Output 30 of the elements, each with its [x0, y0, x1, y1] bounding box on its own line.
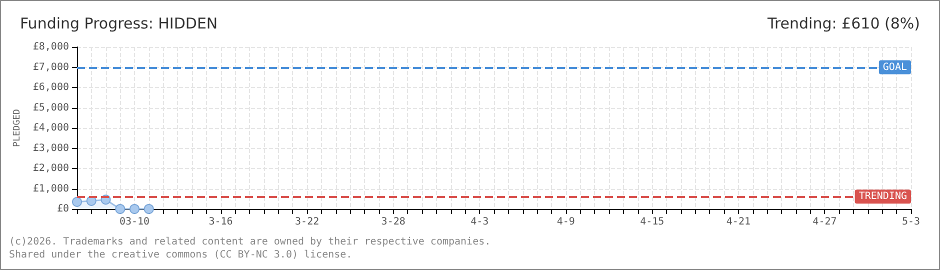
y-tick-label: £7,000 — [32, 62, 69, 73]
y-tick-label: £1,000 — [32, 183, 69, 194]
y-tick-label: £5,000 — [32, 102, 69, 114]
point — [130, 204, 140, 214]
text: Shared under the creative commons (CC BY-NC 3.0) license. — [9, 250, 352, 260]
point — [144, 204, 154, 214]
ref-line-label: GOAL — [882, 62, 907, 73]
point — [72, 196, 82, 207]
y-axis-title: PLEDGED — [12, 109, 22, 147]
x-tick-label: 3-28 — [381, 216, 406, 228]
y-tick-label: £0 — [56, 204, 69, 214]
y-tick-label: £2,000 — [32, 163, 69, 174]
x-tick-label: 03-10 — [119, 216, 150, 228]
text: (c)2026. Trademarks and related content are owned by their respective companies. — [9, 236, 491, 248]
point — [115, 204, 126, 214]
chart-subtitle: Trending: £610 (8%) — [766, 14, 920, 32]
ref-line-label: TRENDING — [858, 191, 907, 202]
x-tick-label: 4-3 — [470, 216, 489, 228]
x-tick-label: 4-15 — [640, 216, 664, 228]
y-tick-label: £8,000 — [32, 42, 69, 52]
y-tick-label: £4,000 — [32, 122, 69, 134]
x-tick-label: 3-22 — [295, 216, 320, 228]
x-tick-label: 4-21 — [726, 216, 750, 228]
x-tick-label: 5-3 — [902, 216, 920, 228]
y-tick-label: £3,000 — [32, 142, 69, 154]
x-tick-label: 4-9 — [556, 216, 575, 228]
y-tick-label: £6,000 — [32, 82, 69, 93]
x-tick-label: 3-16 — [208, 216, 233, 228]
chart-title: Funding Progress: HIDDEN — [20, 14, 218, 32]
x-tick-label: 4-27 — [812, 216, 837, 228]
